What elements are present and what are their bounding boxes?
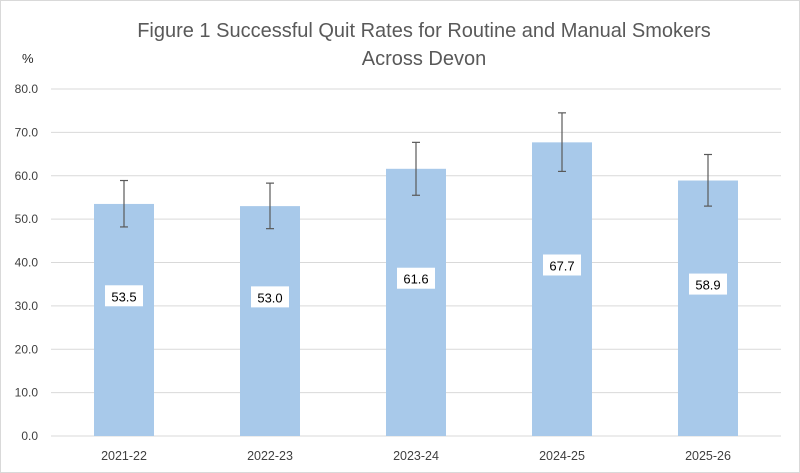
y-tick-label-3: 30.0: [15, 299, 39, 313]
bar-2022-23: [240, 206, 300, 436]
x-tick-label-2025-26: 2025-26: [685, 449, 731, 463]
y-axis-ticks: 0.0 10.0 20.0 30.0 40.0 50.0 60.0 70.0 80.0: [15, 82, 39, 443]
chart-title-line-2: Across Devon: [362, 48, 487, 70]
x-axis-ticks: 2021-22 2022-23 2023-24 2024-25 2025-26: [101, 449, 731, 463]
y-tick-label-6: 60.0: [15, 169, 39, 183]
x-tick-label-2022-23: 2022-23: [247, 449, 293, 463]
chart-title-line-1: Figure 1 Successful Quit Rates for Routi…: [137, 20, 711, 42]
bars: [94, 142, 738, 436]
data-labels: 53.5 53.0 61.6 67.7 58.9: [105, 254, 727, 308]
x-tick-label-2024-25: 2024-25: [539, 449, 585, 463]
data-label-2021-22: 53.5: [111, 289, 136, 304]
y-tick-label-4: 40.0: [15, 256, 39, 270]
bar-2025-26: [678, 180, 738, 436]
x-tick-label-2023-24: 2023-24: [393, 449, 439, 463]
data-label-box-2025-26: [689, 273, 727, 295]
y-tick-label-8: 80.0: [15, 82, 39, 96]
y-tick-label-5: 50.0: [15, 212, 39, 226]
y-tick-label-2: 20.0: [15, 342, 39, 356]
error-bars: [120, 112, 712, 230]
y-tick-label-1: 10.0: [15, 386, 39, 400]
data-label-2024-25: 67.7: [549, 258, 574, 273]
bar-2021-22: [94, 203, 154, 436]
data-label-box-2021-22: [105, 285, 143, 307]
y-axis-unit-label: %: [22, 51, 34, 66]
y-tick-label-0: 0.0: [21, 429, 38, 443]
y-tick-label-7: 70.0: [15, 125, 39, 139]
data-label-box-2024-25: [543, 254, 581, 276]
x-tick-label-2021-22: 2021-22: [101, 449, 147, 463]
bar-2023-24: [386, 168, 446, 436]
bar-2024-25: [532, 142, 592, 436]
data-label-box-2023-24: [397, 267, 435, 289]
data-label-2022-23: 53.0: [257, 290, 282, 305]
data-label-box-2022-23: [251, 286, 289, 308]
data-label-2023-24: 61.6: [403, 272, 428, 287]
data-label-2025-26: 58.9: [695, 278, 720, 293]
